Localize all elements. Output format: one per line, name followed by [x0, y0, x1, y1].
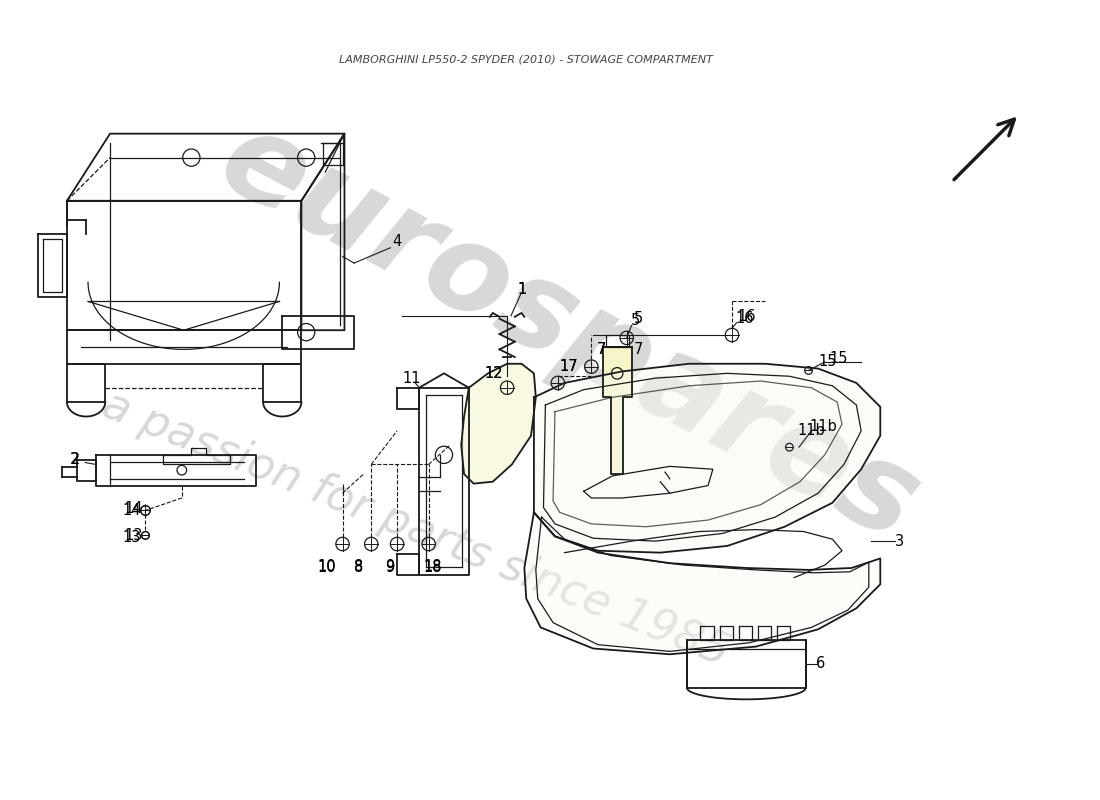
Text: 12: 12 — [484, 366, 503, 381]
Text: 11: 11 — [403, 370, 420, 386]
Text: 6: 6 — [816, 656, 826, 671]
Text: 10: 10 — [318, 561, 337, 575]
Text: LAMBORGHINI LP550-2 SPYDER (2010) - STOWAGE COMPARTMENT: LAMBORGHINI LP550-2 SPYDER (2010) - STOW… — [339, 55, 713, 65]
Text: 5: 5 — [634, 311, 642, 326]
Text: 13: 13 — [124, 528, 143, 543]
Text: 14: 14 — [123, 503, 141, 518]
Text: 5: 5 — [630, 313, 640, 328]
Text: 11b: 11b — [798, 423, 825, 438]
Text: 7: 7 — [597, 342, 606, 357]
Text: 7: 7 — [634, 342, 642, 357]
Text: 1: 1 — [518, 282, 527, 298]
Text: 17: 17 — [559, 359, 578, 374]
Text: 9: 9 — [385, 561, 394, 575]
Polygon shape — [461, 364, 536, 484]
Text: eurospares: eurospares — [201, 100, 938, 566]
Text: 12: 12 — [484, 366, 503, 381]
Text: 9: 9 — [385, 558, 394, 574]
Text: 16: 16 — [737, 310, 756, 324]
Text: a passion for parts since 1985: a passion for parts since 1985 — [96, 383, 735, 674]
Text: 16: 16 — [735, 311, 754, 326]
Text: 11b: 11b — [808, 418, 837, 434]
Text: 7: 7 — [597, 342, 606, 357]
Text: 18: 18 — [424, 558, 442, 574]
Text: 15: 15 — [829, 351, 847, 366]
Text: 3: 3 — [895, 534, 904, 549]
Polygon shape — [603, 347, 631, 474]
Text: 2: 2 — [70, 452, 80, 467]
Polygon shape — [534, 364, 880, 553]
Text: 2: 2 — [70, 452, 79, 467]
Text: 17: 17 — [559, 359, 578, 374]
Text: 8: 8 — [354, 558, 363, 574]
Text: 8: 8 — [354, 561, 363, 575]
Text: 10: 10 — [318, 558, 337, 574]
Text: 15: 15 — [818, 354, 837, 370]
Text: 4: 4 — [393, 234, 402, 250]
Text: 18: 18 — [424, 561, 442, 575]
Text: 1: 1 — [518, 282, 527, 298]
Text: 13: 13 — [123, 530, 141, 545]
Polygon shape — [525, 512, 880, 654]
Text: 14: 14 — [124, 501, 143, 516]
